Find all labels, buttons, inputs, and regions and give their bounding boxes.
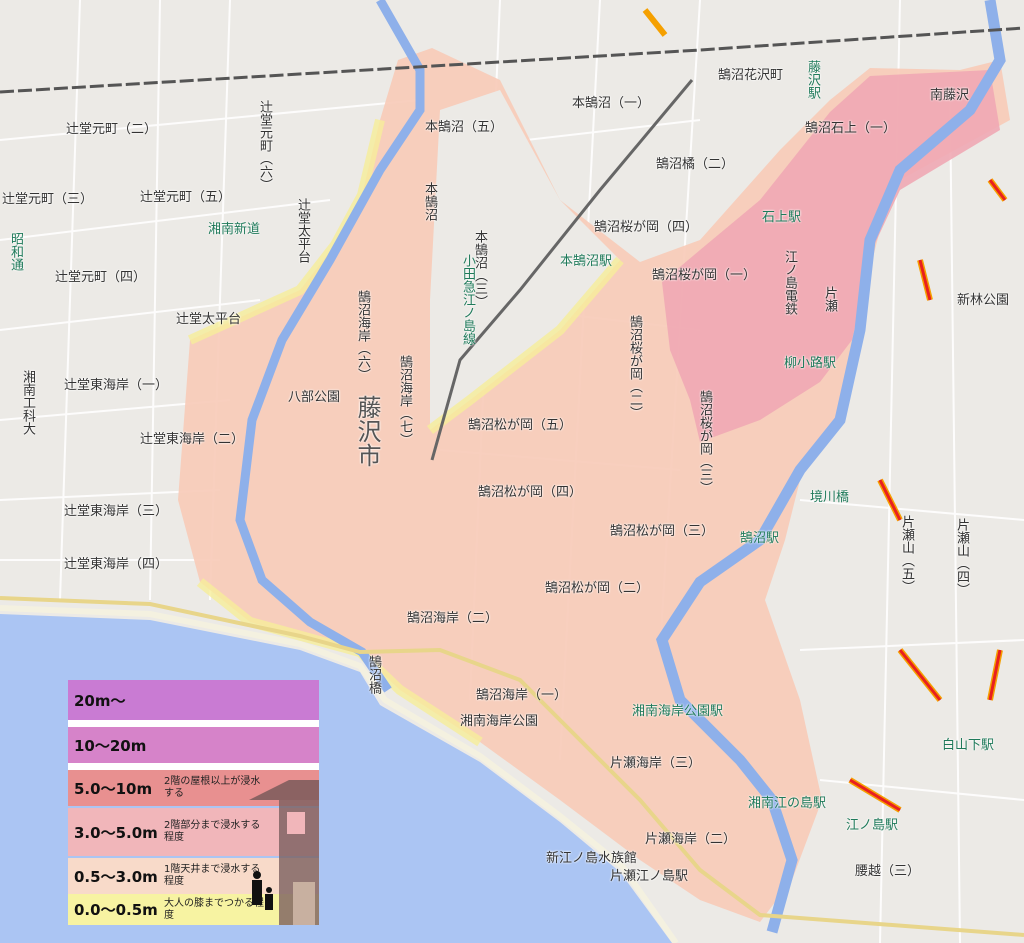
station-label: 本鵠沼駅 bbox=[560, 254, 613, 269]
place-label: 鵠沼松が岡（四） bbox=[478, 485, 583, 500]
place-label: 昭和通 bbox=[8, 232, 23, 271]
place-label: 鵠沼松が岡（二） bbox=[545, 581, 650, 596]
legend-range: 0.0〜0.5m bbox=[74, 901, 158, 919]
legend-desc: 2階の屋根以上が浸水する bbox=[164, 776, 261, 799]
legend-row-10-20m: 10〜20m bbox=[68, 727, 319, 763]
people-icon bbox=[252, 871, 273, 910]
place-label: 辻堂元町（三） bbox=[2, 192, 94, 207]
place-label: 湘南新道 bbox=[208, 222, 261, 237]
legend-range: 10〜20m bbox=[74, 736, 147, 755]
place-label: 本鵠沼（五） bbox=[425, 120, 504, 135]
legend-range: 5.0〜10m bbox=[74, 779, 153, 798]
place-label: 鵠沼桜が岡（二） bbox=[627, 315, 642, 419]
place-label: 辻堂東海岸（四） bbox=[64, 557, 169, 572]
place-label: 片瀬 bbox=[822, 286, 837, 312]
place-label: 辻堂元町（四） bbox=[55, 270, 147, 285]
place-label: 辻堂太平台 bbox=[176, 312, 242, 327]
station-label: 江ノ島駅 bbox=[846, 818, 899, 833]
place-label: 鵠沼海岸（七） bbox=[397, 355, 412, 446]
coastal-road bbox=[0, 596, 1024, 937]
beach bbox=[0, 605, 679, 943]
place-label: 新林公園 bbox=[957, 293, 1010, 308]
place-label: 鵠沼桜が岡（三） bbox=[697, 390, 712, 494]
station-label: 石上駅 bbox=[762, 210, 802, 225]
place-label: 江ノ島電鉄 bbox=[782, 250, 797, 315]
place-label: 片瀬山（四） bbox=[954, 518, 969, 596]
station-label: 湘南海岸公園駅 bbox=[632, 704, 724, 719]
legend-wave-divider bbox=[68, 720, 319, 727]
legend-range: 0.5〜3.0m bbox=[74, 867, 158, 886]
place-label: 八部公園 bbox=[288, 390, 341, 405]
place-label: 鵠沼松が岡（三） bbox=[610, 524, 715, 539]
place-label: 辻堂東海岸（三） bbox=[64, 504, 169, 519]
legend-wave-divider bbox=[68, 763, 319, 770]
legend-range: 20m〜 bbox=[74, 691, 126, 710]
place-label: 辻堂元町（二） bbox=[66, 122, 158, 137]
station-label: 柳小路駅 bbox=[784, 356, 837, 371]
sakaigawa-river bbox=[655, 0, 1006, 934]
place-label: 鵠沼海岸（二） bbox=[407, 611, 499, 626]
place-label: 新江ノ島水族館 bbox=[546, 851, 638, 866]
place-label: 本鵠沼 bbox=[422, 182, 437, 221]
station-label: 白山下駅 bbox=[942, 738, 995, 753]
station-label: 鵠沼駅 bbox=[740, 531, 780, 546]
legend-row-3-5m: 3.0〜5.0m 2階部分まで浸水する程度 bbox=[68, 808, 319, 856]
station-label: 湘南江の島駅 bbox=[748, 796, 827, 811]
legend-row-20m: 20m〜 bbox=[68, 680, 319, 720]
place-label: 湘南海岸公園 bbox=[460, 714, 539, 729]
hill-hazard-zones-red bbox=[849, 179, 1007, 812]
legend-desc: 大人の膝までつかる程度 bbox=[164, 897, 264, 921]
place-label: 辻堂元町（五） bbox=[140, 190, 232, 205]
place-label: 鵠沼石上（一） bbox=[805, 121, 897, 136]
place-label: 小田急江ノ島線 bbox=[460, 254, 475, 345]
place-label: 鵠沼花沢町 bbox=[718, 68, 784, 83]
legend-row-0-05m: 0.0〜0.5m 大人の膝までつかる程度 bbox=[68, 894, 319, 925]
place-label: 片瀬海岸（三） bbox=[610, 756, 702, 771]
unflooded-area bbox=[430, 90, 620, 430]
hikigawa-river bbox=[235, 0, 425, 693]
place-label: 本鵠沼（一） bbox=[572, 96, 651, 111]
inundation-depth-legend: 20m〜 10〜20m 5.0〜10m 2階の屋根以上が浸水する 3.0〜5.0m… bbox=[68, 680, 319, 925]
place-label: 鵠沼橘（二） bbox=[656, 157, 735, 172]
place-label: 藤沢市 bbox=[353, 395, 381, 467]
legend-desc: 1階天井まで浸水する程度 bbox=[164, 864, 261, 887]
place-label: 辻堂元町（六） bbox=[257, 100, 272, 191]
place-label: 鵠沼海岸（一） bbox=[476, 688, 568, 703]
legend-desc: 2階部分まで浸水する程度 bbox=[164, 820, 261, 843]
station-label: 藤沢駅 bbox=[805, 60, 820, 99]
place-label: 鵠沼松が岡（五） bbox=[468, 418, 573, 433]
place-label: 腰越（三） bbox=[855, 864, 921, 879]
place-label: 片瀬山（五） bbox=[899, 515, 914, 593]
place-label: 鵠沼桜が岡（一） bbox=[652, 268, 757, 283]
place-label: 鵠沼桜が岡（四） bbox=[594, 220, 699, 235]
house-silhouette-icon bbox=[249, 780, 319, 925]
place-label: 湘南工科大 bbox=[20, 370, 35, 435]
place-label: 鵠沼海岸（六） bbox=[355, 290, 370, 381]
place-label: 鵠沼橋 bbox=[366, 655, 381, 694]
place-label: 本鵠沼（三） bbox=[472, 230, 487, 308]
place-label: 境川橋 bbox=[810, 490, 850, 505]
place-label: 片瀬海岸（二） bbox=[645, 832, 737, 847]
legend-range: 3.0〜5.0m bbox=[74, 823, 158, 842]
place-label: 辻堂東海岸（一） bbox=[64, 378, 169, 393]
station-label: 片瀬江ノ島駅 bbox=[610, 869, 689, 884]
place-label: 南藤沢 bbox=[930, 88, 970, 103]
place-label: 辻堂東海岸（二） bbox=[140, 432, 245, 447]
tokaido-line bbox=[0, 26, 1024, 94]
legend-row-05-3m: 0.5〜3.0m 1階天井まで浸水する程度 bbox=[68, 858, 319, 894]
place-label: 辻堂太平台 bbox=[295, 198, 310, 263]
odakyu-line bbox=[430, 79, 694, 461]
